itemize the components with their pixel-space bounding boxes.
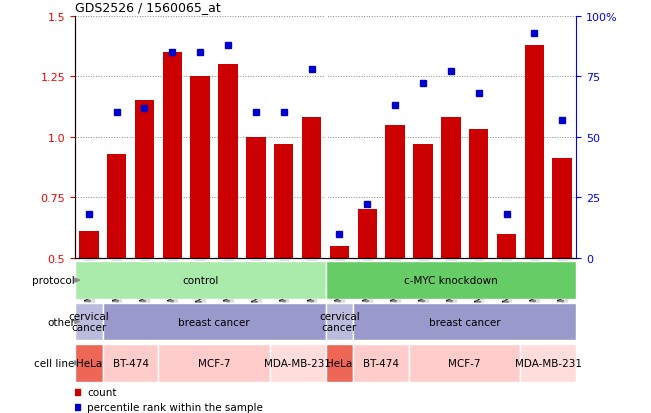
Bar [385,125,405,258]
Bar [135,101,154,258]
Bar [158,344,270,382]
Bar [497,234,516,258]
Text: GDS2526 / 1560065_at: GDS2526 / 1560065_at [75,1,221,14]
Text: protocol: protocol [32,275,75,285]
Bar [246,137,266,258]
Bar [270,344,326,382]
Text: count: count [87,387,117,397]
Text: control: control [182,275,218,285]
Text: HeLa: HeLa [76,358,102,368]
Text: cervical
cancer: cervical cancer [68,311,109,332]
Bar [274,145,294,258]
Bar [353,344,409,382]
Bar [326,262,576,299]
Bar [79,232,98,258]
Text: BT-474: BT-474 [113,358,148,368]
Bar [75,344,103,382]
Text: MCF-7: MCF-7 [198,358,230,368]
Bar [75,262,326,299]
Bar [357,210,377,258]
Bar [326,344,353,382]
Bar [326,303,353,340]
Bar [329,246,349,258]
Bar [218,65,238,258]
Text: other: other [47,317,75,327]
Bar [353,303,576,340]
Bar [441,118,460,258]
Bar [302,118,322,258]
Bar [107,154,126,258]
Bar [191,77,210,258]
Text: percentile rank within the sample: percentile rank within the sample [87,402,263,412]
Bar [409,344,520,382]
Bar [553,159,572,258]
Text: cell line: cell line [35,358,75,368]
Text: MDA-MB-231: MDA-MB-231 [515,358,582,368]
Text: breast cancer: breast cancer [178,317,250,327]
Bar [75,303,103,340]
Text: c-MYC knockdown: c-MYC knockdown [404,275,498,285]
Text: MCF-7: MCF-7 [449,358,481,368]
Bar [103,344,158,382]
Bar [163,53,182,258]
Bar [103,303,326,340]
Text: MDA-MB-231: MDA-MB-231 [264,358,331,368]
Bar [413,145,433,258]
Bar [469,130,488,258]
Text: HeLa: HeLa [326,358,353,368]
Text: cervical
cancer: cervical cancer [319,311,360,332]
Bar [525,45,544,258]
Bar [520,344,576,382]
Text: BT-474: BT-474 [363,358,399,368]
Text: breast cancer: breast cancer [429,317,501,327]
